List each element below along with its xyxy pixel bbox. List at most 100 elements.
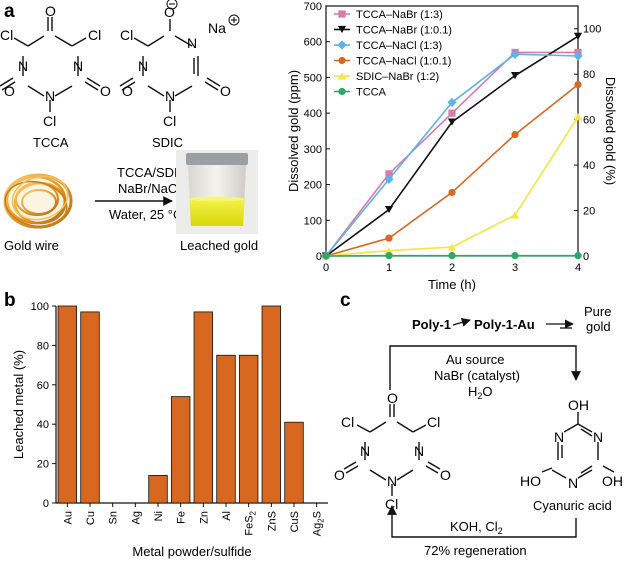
sdic-n-right: N: [187, 35, 197, 51]
dissolution-line-chart: 0 100 200 300 400 500 600 700 0 20 40 60 80 100 0 1 2 3 4 T…: [286, 1, 618, 292]
cyanuric-acid-structure: OH N N N OH HO Cyanuric acid: [520, 397, 623, 513]
y-tick-label: 400: [304, 108, 322, 120]
sdic-label: SDIC: [152, 135, 183, 150]
sdic-cl-left: Cl: [120, 27, 133, 43]
series-point-0: [448, 109, 456, 117]
bar-category-label: Zn: [198, 511, 210, 524]
cycle-tcca-structure: O Cl Cl N N N O O Cl: [334, 390, 451, 512]
y-tick-label: 600: [304, 37, 322, 49]
cycle-tcca-cl-left: Cl: [341, 414, 354, 430]
panel-letter-b: b: [4, 290, 16, 311]
series-point-2: [447, 97, 457, 108]
x-tick-label: 0: [323, 262, 329, 274]
conditions-label: Water, 25 °C: [109, 207, 182, 222]
series-point-2: [510, 49, 520, 59]
legend-entry: TCCA–NaBr (1:0.1): [356, 25, 452, 37]
leached-gold-photo: Leached gold: [176, 150, 258, 253]
y-axis-label: Dissolved gold (ppm): [286, 70, 301, 192]
sdic-o-minus: O: [164, 4, 175, 20]
cyanuric-n-right: N: [593, 429, 603, 445]
legend-marker: [337, 72, 347, 80]
legend-marker: [338, 56, 346, 65]
series-point-4: [447, 243, 457, 251]
au-source-label: Au source: [446, 352, 505, 367]
series-point-1: [510, 72, 520, 80]
series-point-4: [573, 113, 583, 121]
poly1au-label: Poly-1-Au: [474, 317, 535, 332]
bar-CuS: [284, 421, 304, 504]
bar-category-label: CuS: [289, 511, 301, 532]
sdic-n-left: N: [138, 58, 148, 74]
bar-category-label: Ag: [130, 511, 142, 524]
pure-gold-line2: gold: [586, 319, 611, 334]
legend-entry: TCCA–NaBr (1:3): [356, 9, 443, 21]
x-tick-label: 4: [575, 262, 581, 274]
y2-tick-label: 40: [583, 160, 595, 172]
pure-gold-line1: Pure: [584, 304, 611, 319]
y-tick-label: 200: [304, 180, 322, 192]
tcca-cl-left: Cl: [0, 27, 13, 43]
reagents-line1: TCCA/SDIC: [117, 165, 187, 180]
x-axis-label: Time (h): [428, 277, 476, 292]
bar-category-label: Ag2S: [312, 511, 326, 536]
sdic-n-bottom: N: [165, 88, 175, 104]
bar-Fe: [170, 396, 191, 504]
tcca-o-left: O: [4, 83, 15, 99]
bar-y-tick-label: 40: [37, 419, 49, 431]
series-point-3: [511, 130, 519, 139]
bar-ZnS: [261, 305, 282, 504]
legend-marker: [338, 87, 346, 96]
regeneration-cycle: Poly-1 Poly-1-Au Pure gold Au source NaB…: [334, 304, 623, 558]
series-point-1: [384, 205, 394, 214]
leached-gold-label: Leached gold: [180, 238, 258, 253]
y2-tick-label: 100: [583, 24, 601, 36]
series-point-1: [573, 32, 583, 40]
series-point-5: [511, 252, 519, 260]
tcca-cl-bottom: Cl: [43, 113, 56, 129]
series-point-3: [448, 188, 456, 197]
cyanuric-oh-right: OH: [602, 473, 623, 489]
panel-letter-c: c: [340, 290, 351, 311]
bar-y-tick-label: 80: [37, 340, 49, 352]
cycle-tcca-cl-right: Cl: [427, 414, 440, 430]
tcca-n-left: N: [18, 58, 28, 74]
gold-wire-label: Gold wire: [4, 238, 59, 253]
bar-y-axis-label: Leached metal (%): [11, 350, 26, 459]
catalyst-label: NaBr (catalyst): [434, 368, 520, 383]
koh-label: KOH, Cl2: [450, 519, 503, 536]
bar-FeS2: [238, 354, 259, 504]
y-tick-label: 700: [304, 1, 322, 13]
series-point-0: [385, 170, 393, 178]
water-label: H2O: [468, 384, 493, 401]
tcca-o-right: O: [100, 83, 111, 99]
poly1-label: Poly-1: [412, 317, 451, 332]
y2-tick-label: 80: [583, 69, 595, 81]
leaching-bar-chart: 0 20 40 60 80 100 Au Cu Sn Ag Ni Fe Zn Al FeS2 ZnS CuS Ag…: [11, 301, 328, 559]
cyanuric-n-left: N: [554, 429, 564, 445]
tcca-n-bottom: N: [45, 88, 55, 104]
series-point-3: [385, 234, 393, 242]
y2-tick-label: 60: [583, 115, 595, 127]
legend-entry: TCCA: [356, 87, 387, 99]
series-line-2: [325, 53, 579, 257]
bar-Ni: [148, 475, 168, 504]
bar-y-tick-label: 0: [43, 498, 49, 510]
series-point-5: [322, 252, 330, 260]
series-point-4: [510, 211, 520, 219]
sdic-o-left: O: [122, 83, 133, 99]
tcca-n-right: N: [73, 58, 83, 74]
bar-category-label: Fe: [176, 511, 188, 524]
x-tick-label: 2: [449, 262, 455, 274]
cycle-tcca-o-top: O: [387, 390, 398, 406]
series-point-2: [573, 51, 583, 61]
legend-entry: SDIC–NaBr (1:2): [356, 71, 439, 83]
legend-entry: TCCA–NaCl (1:0.1): [356, 56, 451, 68]
bar-category-label: ZnS: [266, 511, 278, 531]
bar-category-label: Sn: [108, 511, 120, 524]
bar-category-label: Cu: [85, 511, 97, 525]
tcca-o-top: O: [45, 3, 56, 19]
bar-y-tick-label: 100: [31, 301, 49, 313]
sdic-cl-bottom: Cl: [163, 113, 176, 129]
y-tick-label: 100: [304, 215, 322, 227]
